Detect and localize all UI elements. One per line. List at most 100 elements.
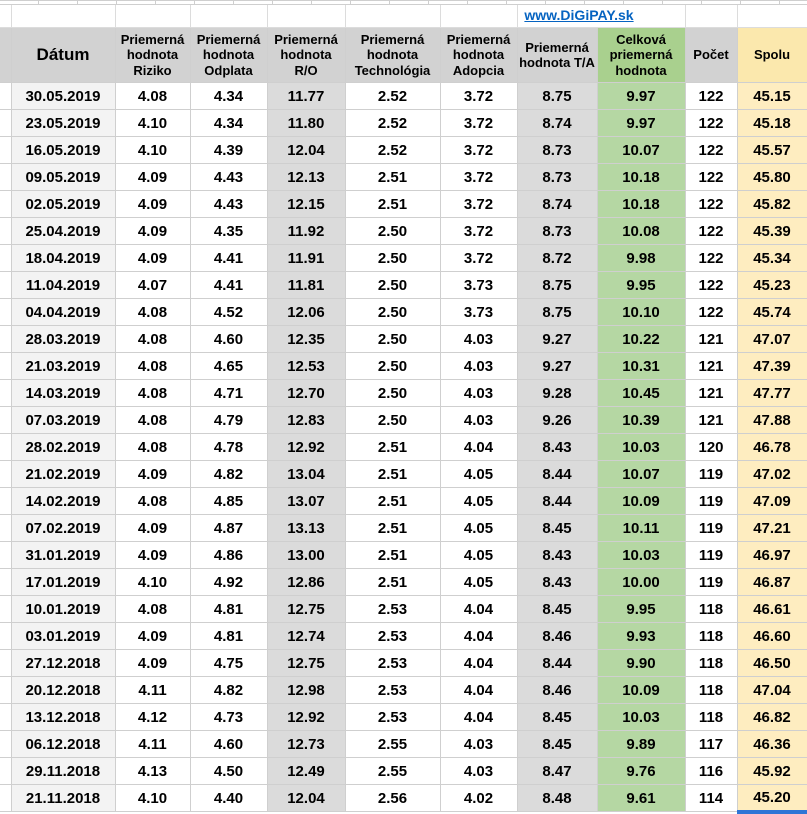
cell-spolu[interactable]: 45.18 [736,109,807,137]
cell-celkova[interactable]: 9.90 [596,649,686,677]
cell-celkova[interactable]: 10.00 [596,568,686,596]
cell-odplata[interactable]: 4.86 [189,541,268,569]
cell-adopcia[interactable]: 4.05 [439,514,518,542]
cell-datum[interactable]: 16.05.2019 [10,136,116,164]
cell-riziko[interactable]: 4.10 [114,784,191,812]
cell-celkova[interactable]: 9.98 [596,244,686,272]
cell-datum[interactable]: 21.03.2019 [10,352,116,380]
cell-ro[interactable]: 11.80 [266,109,346,137]
cell-spolu[interactable]: 45.80 [736,163,807,191]
cell-riziko[interactable]: 4.10 [114,109,191,137]
cell-pocet[interactable]: 118 [684,676,738,704]
cell-riziko[interactable]: 4.12 [114,703,191,731]
cell-ta[interactable]: 8.75 [516,271,598,299]
cell-ta[interactable]: 8.44 [516,487,598,515]
column-header-celkova[interactable]: Celková priemerná hodnota [596,27,686,83]
cell-ro[interactable]: 12.04 [266,784,346,812]
cell-odplata[interactable]: 4.82 [189,676,268,704]
cell-ta[interactable]: 8.43 [516,433,598,461]
cell-adopcia[interactable]: 3.72 [439,109,518,137]
cell-odplata[interactable]: 4.60 [189,325,268,353]
cell-ro[interactable]: 12.75 [266,595,346,623]
column-header-riziko[interactable]: Priemerná hodnota Riziko [114,27,191,83]
cell-datum[interactable]: 17.01.2019 [10,568,116,596]
cell-datum[interactable]: 28.03.2019 [10,325,116,353]
empty-cell[interactable] [439,4,518,28]
cell-ro-alert[interactable]: 11.77 [266,82,346,110]
cell-riziko[interactable]: 4.08 [114,82,191,110]
cell-spolu[interactable]: 47.07 [736,325,807,353]
cell-riziko[interactable]: 4.09 [114,190,191,218]
cell-ro[interactable]: 13.00 [266,541,346,569]
cell-datum[interactable]: 07.03.2019 [10,406,116,434]
cell-datum[interactable]: 30.05.2019 [10,82,116,110]
cell-technologia[interactable]: 2.51 [344,163,441,191]
cell-odplata[interactable]: 4.34 [189,109,268,137]
cell-adopcia[interactable]: 3.72 [439,82,518,110]
cell-adopcia[interactable]: 4.05 [439,460,518,488]
cell-riziko[interactable]: 4.08 [114,325,191,353]
cell-adopcia[interactable]: 3.72 [439,244,518,272]
cell-odplata[interactable]: 4.60 [189,730,268,758]
cell-adopcia[interactable]: 4.03 [439,352,518,380]
cell-celkova[interactable]: 9.95 [596,271,686,299]
cell-riziko[interactable]: 4.09 [114,244,191,272]
cell-spolu[interactable]: 45.74 [736,298,807,326]
cell-technologia[interactable]: 2.55 [344,757,441,785]
cell-ro[interactable]: 12.74 [266,622,346,650]
empty-cell[interactable] [189,4,268,28]
cell-riziko[interactable]: 4.09 [114,649,191,677]
cell-odplata[interactable]: 4.87 [189,514,268,542]
cell-technologia[interactable]: 2.51 [344,433,441,461]
cell-ta[interactable]: 8.75 [516,298,598,326]
column-header-pocet[interactable]: Počet [684,27,738,83]
empty-cell[interactable] [736,4,807,28]
cell-spolu[interactable]: 46.82 [736,703,807,731]
cell-pocet[interactable]: 117 [684,730,738,758]
cell-celkova[interactable]: 10.07 [596,136,686,164]
cell-adopcia[interactable]: 4.03 [439,379,518,407]
cell-pocet[interactable]: 122 [684,244,738,272]
cell-datum[interactable]: 21.11.2018 [10,784,116,812]
cell-datum[interactable]: 10.01.2019 [10,595,116,623]
cell-adopcia[interactable]: 4.04 [439,676,518,704]
cell-technologia[interactable]: 2.52 [344,82,441,110]
cell-ta[interactable]: 9.27 [516,352,598,380]
cell-spolu[interactable]: 47.21 [736,514,807,542]
cell-technologia[interactable]: 2.50 [344,217,441,245]
cell-technologia[interactable]: 2.55 [344,730,441,758]
cell-odplata[interactable]: 4.40 [189,784,268,812]
cell-adopcia[interactable]: 4.04 [439,433,518,461]
cell-technologia[interactable]: 2.53 [344,595,441,623]
cell-celkova[interactable]: 10.31 [596,352,686,380]
cell-riziko[interactable]: 4.09 [114,622,191,650]
cell-riziko[interactable]: 4.08 [114,406,191,434]
cell-technologia[interactable]: 2.51 [344,460,441,488]
cell-spolu[interactable]: 46.50 [736,649,807,677]
empty-cell[interactable] [114,4,191,28]
cell-adopcia[interactable]: 3.73 [439,271,518,299]
cell-ta-alert[interactable]: 8.75 [516,82,598,110]
cell-odplata[interactable]: 4.35 [189,217,268,245]
cell-odplata[interactable]: 4.43 [189,163,268,191]
cell-odplata[interactable]: 4.50 [189,757,268,785]
cell-spolu[interactable]: 47.39 [736,352,807,380]
cell-spolu[interactable]: 47.09 [736,487,807,515]
cell-odplata[interactable]: 4.52 [189,298,268,326]
cell-ro[interactable]: 12.73 [266,730,346,758]
cell-pocet[interactable]: 119 [684,568,738,596]
cell-adopcia[interactable]: 3.72 [439,163,518,191]
cell-ta[interactable]: 9.28 [516,379,598,407]
cell-odplata[interactable]: 4.73 [189,703,268,731]
cell-ro[interactable]: 12.53 [266,352,346,380]
cell-datum[interactable]: 11.04.2019 [10,271,116,299]
cell-odplata[interactable]: 4.39 [189,136,268,164]
column-header-technologia[interactable]: Priemerná hodnota Technológia [344,27,441,83]
cell-ro[interactable]: 12.92 [266,703,346,731]
cell-technologia[interactable]: 2.53 [344,622,441,650]
cell-odplata[interactable]: 4.65 [189,352,268,380]
cell-ro[interactable]: 11.92 [266,217,346,245]
cell-ro[interactable]: 12.86 [266,568,346,596]
cell-celkova[interactable]: 10.03 [596,703,686,731]
cell-ta[interactable]: 8.43 [516,541,598,569]
